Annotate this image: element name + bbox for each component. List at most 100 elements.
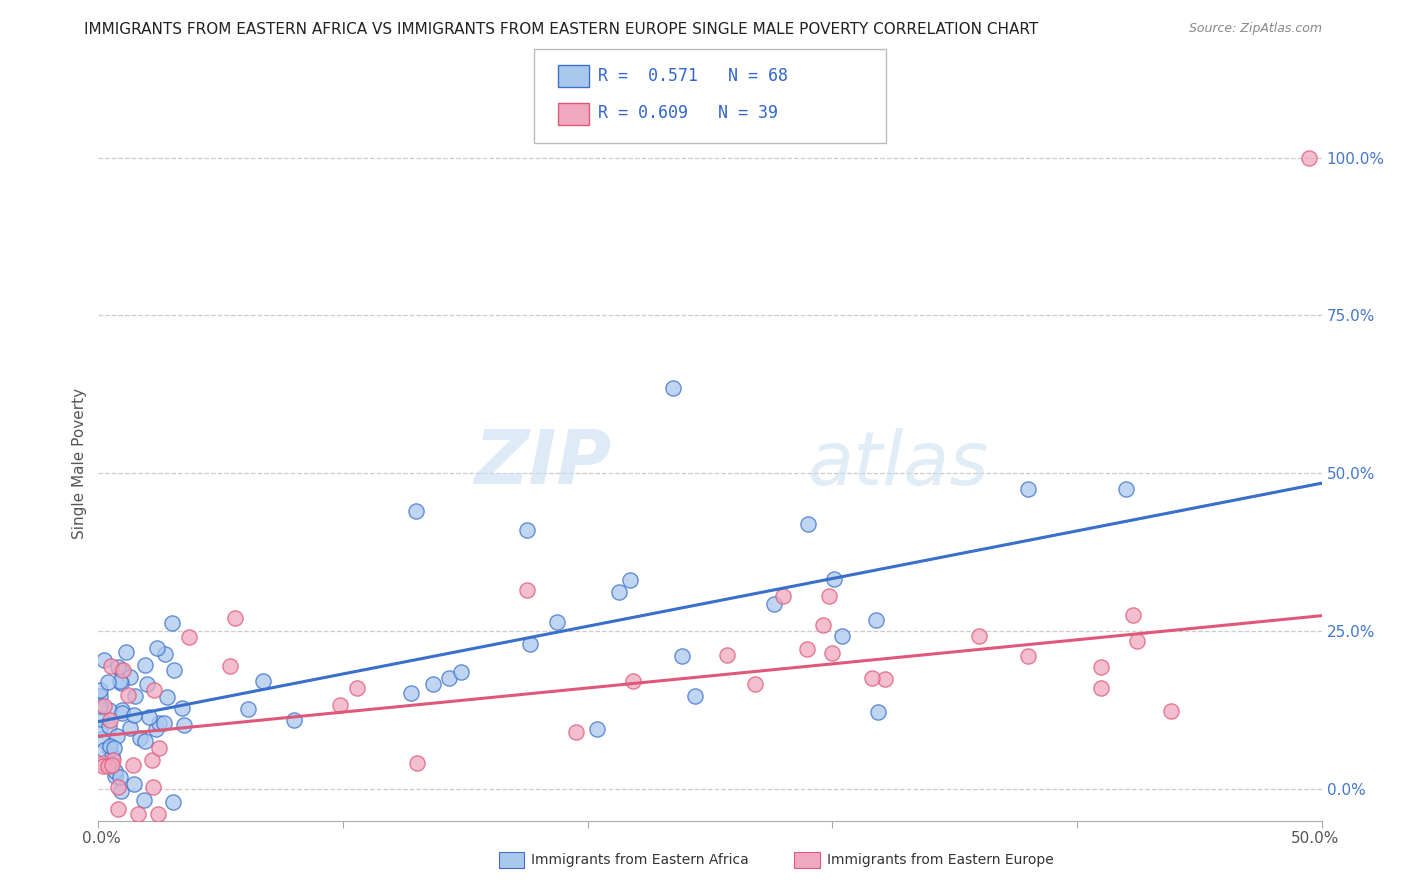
Point bbox=[146, 807, 169, 822]
Point bbox=[105, 729, 128, 743]
Point bbox=[100, 658, 122, 673]
Point bbox=[177, 630, 200, 644]
Point bbox=[134, 734, 156, 748]
Point bbox=[450, 665, 472, 679]
Point bbox=[236, 701, 259, 715]
Point bbox=[831, 630, 853, 644]
Point bbox=[515, 523, 537, 537]
Point bbox=[772, 590, 794, 604]
Point bbox=[145, 723, 167, 737]
Point bbox=[619, 573, 641, 587]
Point bbox=[93, 653, 115, 667]
Point bbox=[763, 597, 786, 611]
Point bbox=[283, 713, 305, 727]
Text: 50.0%: 50.0% bbox=[1291, 831, 1339, 846]
Text: atlas: atlas bbox=[808, 428, 990, 500]
Point bbox=[103, 741, 125, 756]
Point bbox=[155, 647, 177, 661]
Point bbox=[546, 615, 568, 629]
Point bbox=[110, 676, 132, 690]
Point bbox=[519, 637, 541, 651]
Text: 0.0%: 0.0% bbox=[82, 831, 121, 846]
Point bbox=[823, 572, 845, 586]
Point bbox=[90, 731, 112, 746]
Point bbox=[162, 795, 184, 809]
Point bbox=[148, 741, 170, 756]
Point bbox=[422, 677, 444, 691]
Point bbox=[1122, 607, 1144, 622]
Point bbox=[1090, 660, 1112, 674]
Point bbox=[127, 807, 149, 822]
Point bbox=[866, 705, 889, 719]
Point bbox=[873, 673, 896, 687]
Point bbox=[115, 645, 138, 659]
Point bbox=[811, 618, 834, 632]
Point bbox=[865, 613, 887, 627]
Point bbox=[967, 629, 990, 643]
Point bbox=[108, 771, 131, 785]
Point bbox=[153, 716, 176, 731]
Point bbox=[97, 675, 120, 690]
Point bbox=[346, 681, 368, 696]
Point bbox=[1017, 649, 1039, 664]
Text: Immigrants from Eastern Africa: Immigrants from Eastern Africa bbox=[531, 853, 749, 867]
Point bbox=[1017, 482, 1039, 496]
Point bbox=[122, 777, 145, 791]
Point bbox=[101, 749, 124, 764]
Point bbox=[136, 677, 159, 691]
Point bbox=[89, 683, 111, 698]
Point bbox=[107, 780, 129, 795]
Point bbox=[252, 673, 274, 688]
Point bbox=[111, 663, 134, 677]
Text: Source: ZipAtlas.com: Source: ZipAtlas.com bbox=[1188, 22, 1322, 36]
Point bbox=[148, 715, 170, 730]
Point bbox=[111, 703, 134, 717]
Point bbox=[111, 706, 134, 720]
Point bbox=[565, 725, 588, 739]
Point bbox=[132, 793, 155, 807]
Point bbox=[97, 759, 120, 773]
Point bbox=[98, 741, 121, 756]
Point bbox=[117, 688, 139, 702]
Point bbox=[107, 659, 129, 673]
Text: Immigrants from Eastern Europe: Immigrants from Eastern Europe bbox=[827, 853, 1053, 867]
Point bbox=[515, 583, 537, 598]
Point bbox=[141, 753, 163, 767]
Point bbox=[818, 589, 841, 603]
Point bbox=[586, 722, 609, 736]
Point bbox=[405, 504, 427, 518]
Point bbox=[406, 756, 429, 770]
Point bbox=[821, 646, 844, 660]
Point bbox=[1160, 704, 1182, 718]
Point bbox=[437, 671, 460, 685]
Point bbox=[103, 764, 125, 779]
Point bbox=[1298, 151, 1320, 165]
Point bbox=[93, 743, 115, 757]
Point bbox=[93, 699, 115, 714]
Point bbox=[100, 758, 122, 772]
Text: R =  0.571   N = 68: R = 0.571 N = 68 bbox=[598, 67, 787, 85]
Point bbox=[172, 701, 194, 715]
Point bbox=[107, 802, 129, 816]
Point bbox=[143, 682, 166, 697]
Point bbox=[716, 648, 738, 663]
Point bbox=[120, 670, 142, 684]
Point bbox=[134, 658, 156, 673]
Point bbox=[329, 698, 352, 713]
Point bbox=[138, 710, 160, 724]
Point bbox=[110, 663, 132, 677]
Point bbox=[120, 721, 142, 735]
Point bbox=[796, 641, 818, 656]
Point bbox=[122, 708, 145, 723]
Point bbox=[744, 676, 766, 690]
Point bbox=[129, 731, 152, 745]
Point bbox=[224, 611, 246, 625]
Point bbox=[860, 672, 883, 686]
Point bbox=[621, 673, 644, 688]
Point bbox=[1115, 482, 1137, 496]
Point bbox=[103, 753, 125, 767]
Text: R = 0.609   N = 39: R = 0.609 N = 39 bbox=[598, 104, 778, 122]
Point bbox=[91, 759, 114, 773]
Point bbox=[607, 585, 630, 599]
Y-axis label: Single Male Poverty: Single Male Poverty bbox=[72, 388, 87, 540]
